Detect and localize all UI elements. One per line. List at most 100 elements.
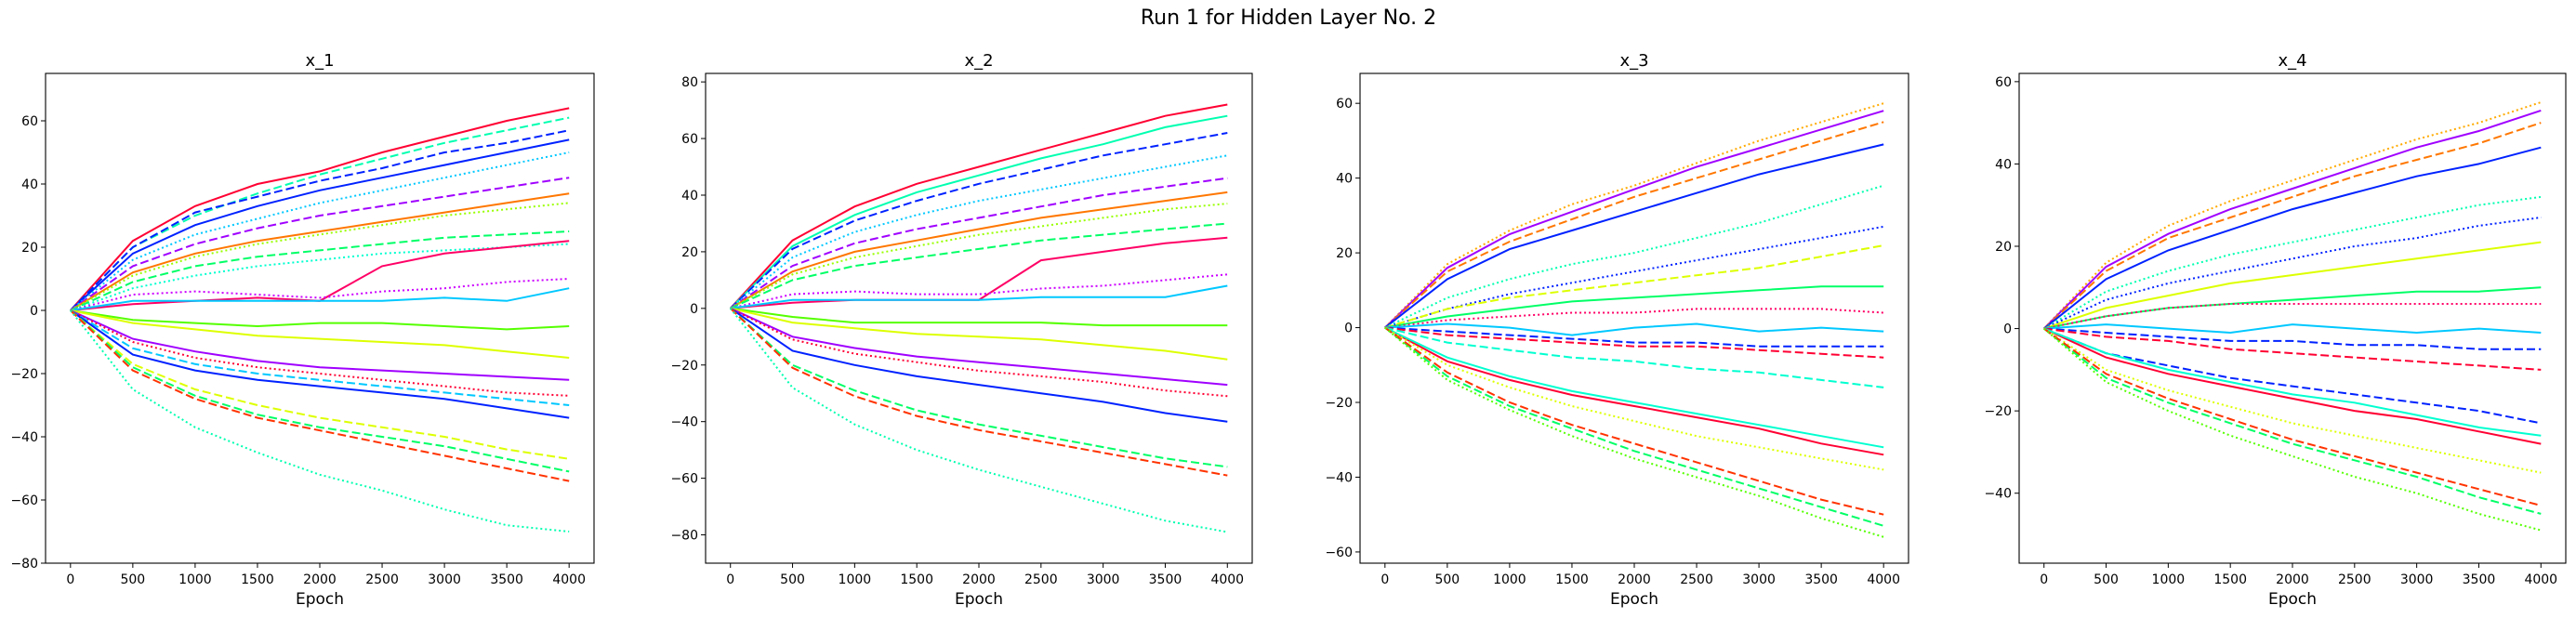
x-tick-label: 3000 [1087,572,1120,587]
series-line-9 [2043,303,2542,330]
series-line-11 [2043,327,2542,350]
series-line-16 [730,307,1228,423]
plot-area: 0 500 1000 1500 2000 2500 3000 3500 4000 −40 −20 0 2… [1984,72,2567,587]
series-line-3 [2043,122,2542,330]
series-line-2 [70,116,570,311]
x-tick-label: 1000 [2152,572,2186,587]
series-line-8 [1384,285,1884,329]
x-axis-label: Epoch [2268,590,2317,609]
y-tick-label: 0 [1344,322,1353,336]
x-tick-label: 1000 [178,572,212,587]
y-tick-label: 0 [2003,322,2012,337]
x-tick-label: 2500 [1024,572,1058,587]
series-line-14 [1384,326,1884,456]
subplot-title: x_2 [964,51,993,71]
series-line-1 [70,107,570,311]
x-tick-label: 4000 [1867,572,1900,587]
series-line-22 [70,309,570,482]
series-line-9 [70,230,570,311]
y-tick-label: −40 [1325,470,1353,485]
x-tick-label: 0 [66,572,74,587]
y-tick-label: −40 [1984,487,2012,502]
series-line-14 [70,309,570,331]
y-tick-label: −60 [670,472,698,487]
y-tick-label: 20 [1336,246,1353,261]
x-tick-label: 2000 [1618,572,1651,587]
series-line-10 [1384,322,1884,336]
series-line-8 [730,222,1228,309]
y-tick-label: −20 [10,367,38,382]
series-line-18 [70,309,570,406]
subplot-title: x_3 [1619,51,1648,71]
x-tick-label: 3000 [2400,572,2434,587]
plot-frame [1359,72,1909,564]
series-line-20 [70,309,570,460]
series-line-4 [2043,146,2542,330]
x-tick-label: 2000 [2276,572,2309,587]
series-line-7 [2043,241,2542,330]
subplot-1: x_1 0 500 1000 1500 2000 2500 3000 3500 4000 −80 −… [10,51,595,609]
series-line-6 [1384,225,1884,329]
y-tick-label: −20 [1325,396,1353,411]
plot-frame [705,72,1253,564]
series-line-5 [1384,184,1884,329]
series-line-4 [1384,143,1884,329]
y-tick-label: −20 [670,359,698,374]
plot-area: 0 500 1000 1500 2000 2500 3000 3500 4000 −80 −60 −4… [670,72,1253,587]
x-tick-label: 3500 [490,572,523,587]
x-axis-label: Epoch [955,590,1003,609]
x-tick-label: 4000 [1210,572,1244,587]
series-line-3 [730,132,1228,309]
series-line-11 [1384,326,1884,348]
x-tick-label: 2000 [303,572,337,587]
x-tick-label: 500 [1434,572,1460,587]
y-tick-label: 20 [21,241,38,256]
x-tick-label: 3000 [428,572,461,587]
series-line-17 [1384,326,1884,527]
y-tick-label: 60 [1336,97,1353,112]
series-line-16 [70,309,570,381]
series-line-1 [1384,102,1884,329]
series-line-11 [730,284,1228,309]
series-line-17 [730,308,1228,468]
series-line-8 [70,202,570,311]
y-tick-label: 60 [1995,75,2012,90]
series-line-13 [70,287,570,311]
series-line-1 [2042,101,2542,330]
series-line-2 [729,114,1228,309]
series-line-7 [70,192,570,311]
series-line-3 [1384,121,1884,329]
series-line-2 [2042,109,2542,330]
series-line-18 [2043,327,2542,506]
series-line-8 [2043,286,2542,330]
x-tick-label: 1500 [1555,572,1589,587]
y-tick-label: 0 [30,304,38,319]
series-line-2 [1384,110,1884,329]
series-line-15 [730,307,1228,398]
x-tick-label: 1000 [839,572,872,587]
y-tick-label: −40 [670,415,698,430]
series-line-1 [729,103,1228,309]
x-tick-label: 3500 [2463,572,2496,587]
x-tick-label: 2500 [1680,572,1713,587]
series-line-16 [1384,326,1884,471]
y-tick-label: 40 [21,178,38,192]
subplot-title: x_1 [305,51,334,71]
series-line-18 [730,308,1228,477]
x-tick-label: 3000 [1742,572,1776,587]
subplot-3: x_3 0 500 1000 1500 2000 2500 3000 3500 4000 −60 −… [1325,51,1909,609]
series-line-5 [70,151,570,311]
y-tick-label: 20 [681,245,698,260]
series-line-10 [730,273,1228,309]
series-line-6 [70,177,570,311]
series-line-13 [2043,327,2542,425]
x-tick-label: 2500 [365,572,399,587]
x-tick-label: 500 [2094,572,2119,587]
series-line-12 [2043,327,2542,371]
y-tick-label: 40 [1336,172,1353,187]
y-tick-label: −60 [1325,546,1353,560]
series-line-12 [1384,326,1884,359]
x-tick-label: 1500 [900,572,933,587]
series-line-15 [2043,327,2542,437]
